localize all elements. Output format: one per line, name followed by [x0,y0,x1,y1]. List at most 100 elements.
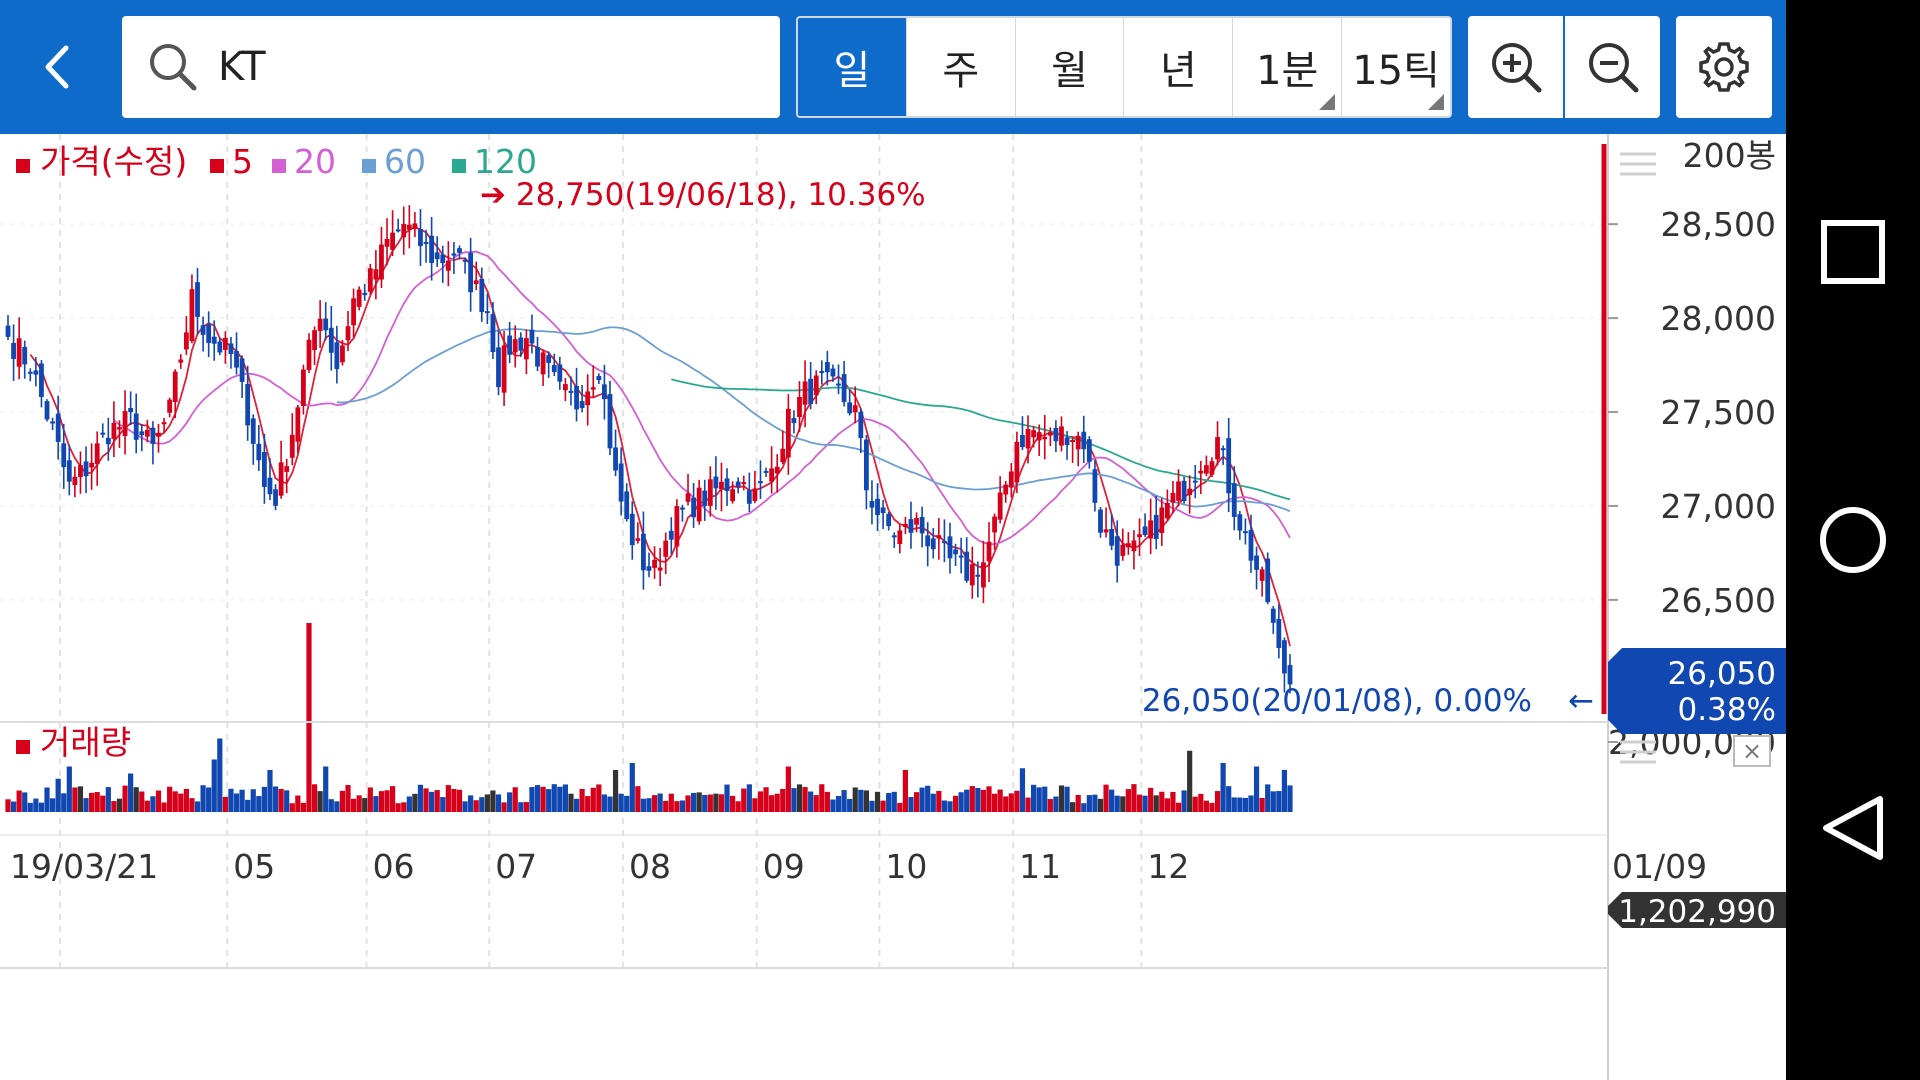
candle [936,518,942,560]
volume-bar [1220,763,1226,812]
volume-bar [802,787,808,812]
volume-bar [546,789,552,812]
legend-ma120-label: 120 [474,142,537,181]
candle [490,301,496,359]
candle [903,517,908,534]
candle [613,429,618,477]
candle [50,417,55,430]
dropdown-corner-icon [1319,94,1336,110]
volume-bar [986,786,992,812]
volume-bar [1287,785,1293,812]
candle [440,245,446,283]
candle [1237,511,1243,540]
volume-bar [116,798,123,812]
current-volume-tag: 1,202,990 [1608,892,1786,930]
volume-bar [367,787,373,812]
volume-bar [1209,802,1215,812]
volume-bar [874,791,881,812]
volume-bar [741,788,747,812]
volume-bar [612,770,619,812]
candle [172,369,178,419]
candle [1092,459,1098,512]
candle [284,458,290,494]
candle [217,337,223,356]
back-button[interactable] [26,28,88,106]
stock-chart[interactable]: 가격(수정) 5 20 60 120 ➔ 28,750(19/06/18), 10.3… [0,134,1786,1080]
candle [189,274,195,344]
volume-bar [824,791,830,812]
period-tab-label: 년 [1159,48,1197,94]
volume-bar [72,787,78,812]
recent-apps-button[interactable] [1813,212,1893,292]
period-tab-3[interactable]: 년 [1124,18,1234,116]
volume-bar [423,788,429,812]
period-tab-5[interactable]: 15틱 [1342,18,1450,116]
zoom-in-button[interactable] [1468,16,1565,118]
ma120-line [671,378,1291,501]
volume-bar [1120,796,1126,812]
volume-bar [607,796,613,812]
volume-bar [1226,786,1232,812]
volume-bar [395,803,401,812]
candle [925,522,931,567]
candle [496,329,501,396]
candle [451,241,457,274]
candle [958,537,964,574]
volume-axis-handle[interactable] [1620,740,1656,764]
volume-bar [373,796,379,812]
volume-bar [323,766,329,812]
candle [886,511,892,531]
volume-bar [975,787,981,812]
candle [635,522,641,544]
candle [830,364,836,382]
volume-bar [1075,794,1081,812]
price-axis-handle[interactable] [1620,152,1656,176]
volume-bar [178,793,184,812]
candle [1220,445,1226,465]
volume-bar [534,785,541,812]
volume-bar [919,787,925,812]
candle [340,340,345,366]
period-tab-0[interactable]: 일 [798,18,907,116]
candle [61,423,67,489]
volume-bar [434,790,440,812]
volume-bar [429,791,435,812]
settings-button[interactable] [1676,16,1772,118]
volume-bar [217,738,223,812]
candle [228,336,234,369]
volume-bar [891,791,897,812]
back-nav-button[interactable] [1813,788,1893,868]
volume-bar [22,792,28,812]
price-tick-label: 27,000 [1661,487,1776,526]
close-volume-pane-button[interactable]: × [1733,735,1771,767]
candle [1198,460,1204,495]
volume-bar [89,792,95,812]
candle [150,421,156,465]
candle [863,435,869,510]
volume-bar [1070,802,1076,812]
zoom-controls [1468,16,1660,118]
volume-bar [880,800,886,812]
candle [730,481,736,504]
volume-bar [111,801,117,812]
period-tab-1[interactable]: 주 [907,18,1016,116]
candle [183,316,189,355]
candle [384,218,390,266]
period-tab-4[interactable]: 1분 [1233,18,1343,116]
volume-bar [769,795,775,812]
volume-bar [267,770,273,812]
home-button[interactable] [1813,500,1893,580]
period-tab-2[interactable]: 월 [1016,18,1125,116]
volume-bar [1270,791,1276,812]
volume-bar [573,798,580,812]
volume-bar [1187,750,1193,812]
candle [245,365,251,441]
candle [1265,552,1271,605]
candle [1020,416,1025,451]
zoom-out-button[interactable] [1565,16,1660,118]
price-axis-ticks: 28,500 28,000 27,500 27,000 26,500 [1608,205,1776,620]
search-input[interactable]: KT [122,16,780,118]
volume-bar [869,800,875,812]
volume-bar [1003,796,1009,812]
volume-bar [596,784,602,812]
